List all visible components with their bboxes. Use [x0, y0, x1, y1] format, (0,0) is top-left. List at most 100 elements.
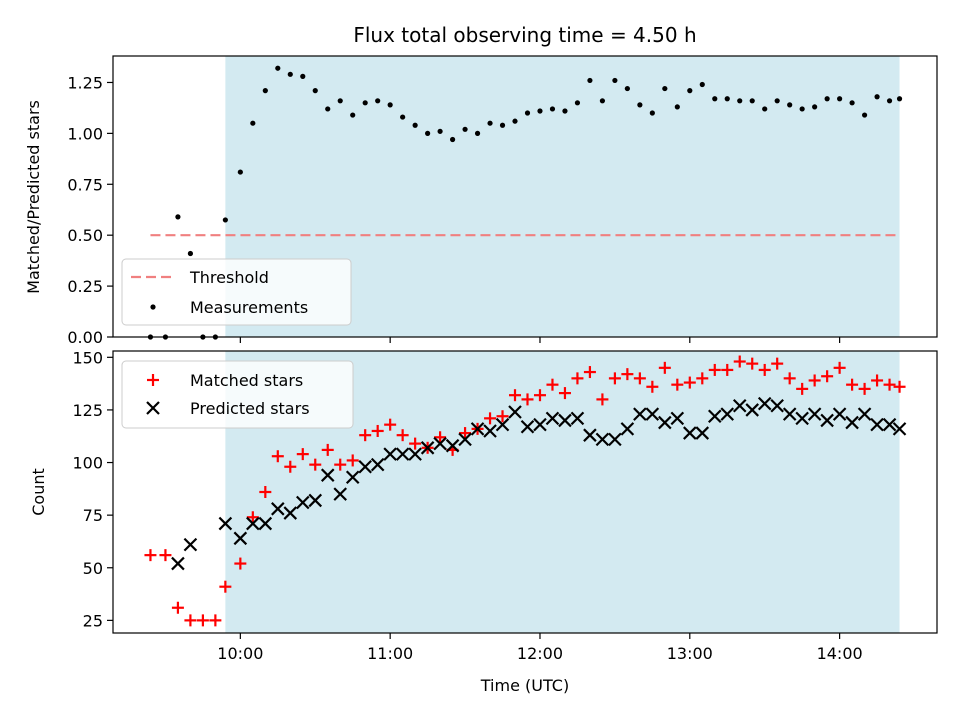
predicted-star-point: [620, 422, 635, 436]
measurement-point: [886, 98, 893, 104]
measurement-point: [487, 120, 493, 126]
bottom-y-tick-label: 75: [83, 506, 103, 525]
measurement-point: [712, 96, 718, 102]
matched-star-point: [296, 448, 309, 461]
predicted-star-point: [857, 407, 872, 421]
matched-star-point: [708, 363, 721, 376]
matched-star-point: [758, 363, 771, 376]
matched-star-point: [521, 393, 534, 406]
measurement-point: [275, 65, 281, 71]
measurement-point: [387, 102, 393, 108]
matched-star-point: [858, 382, 871, 395]
matched-star-point: [883, 378, 896, 391]
matched-star-point: [321, 443, 334, 456]
predicted-star-point: [283, 506, 298, 520]
measurement-point: [325, 106, 331, 112]
legend-measurements-label: Measurements: [190, 298, 308, 317]
predicted-star-point: [183, 537, 198, 552]
top-x-ticks: [239, 337, 841, 343]
matched-star-point: [871, 374, 884, 387]
measurement-point: [350, 112, 356, 118]
measurement-point: [537, 108, 543, 114]
matched-star-point: [334, 458, 347, 471]
measurement-point: [312, 88, 318, 94]
bottom-y-tick-label: 150: [72, 348, 103, 367]
predicted-star-point: [695, 426, 710, 440]
matched-star-point: [893, 380, 906, 393]
predicted-star-point: [333, 487, 348, 501]
legend-predicted-swatch: [146, 401, 160, 415]
predicted-star-point: [645, 407, 660, 421]
matched-star-point: [833, 361, 846, 374]
measurement-point: [412, 122, 418, 128]
measurement-point: [549, 106, 556, 112]
predicted-star-point: [832, 407, 847, 421]
matched-star-point: [808, 374, 821, 387]
predicted-star-point: [495, 417, 510, 432]
matched-star-point: [558, 387, 571, 400]
matched-star-point: [484, 412, 497, 425]
matched-star-point: [608, 372, 621, 385]
predicted-star-point: [845, 415, 859, 430]
bottom-plot-frame: [112, 350, 938, 634]
predicted-star-point: [683, 426, 697, 440]
predicted-star-point: [670, 411, 685, 426]
measurement-point: [861, 112, 868, 118]
matched-star-point: [771, 357, 784, 370]
predicted-star-point: [583, 428, 597, 442]
matched-star-point: [359, 429, 372, 442]
matched-star-point: [596, 393, 609, 406]
measurement-point: [849, 100, 855, 106]
measurement-point: [300, 73, 306, 79]
predicted-star-point: [271, 502, 285, 516]
measurement-point: [687, 88, 693, 94]
predicted-star-point: [807, 407, 822, 421]
matched-star-point: [796, 382, 809, 395]
measurements-series: [147, 65, 903, 340]
matched-star-point: [259, 486, 272, 498]
measurement-point: [812, 104, 818, 110]
measurement-point: [375, 98, 381, 104]
top-y-tick-label: 1.25: [67, 73, 103, 92]
top-y-tick-label: 0.75: [67, 175, 103, 194]
predicted-star-point: [295, 495, 310, 510]
measurement-point: [649, 110, 655, 116]
top-plot-frame: [112, 55, 938, 338]
predicted-star-point: [795, 411, 809, 426]
matched-star-point: [733, 355, 746, 368]
predicted-star-point: [533, 417, 547, 432]
predicted-star-point: [782, 407, 797, 421]
chart-title: Flux total observing time = 4.50 h: [353, 23, 696, 47]
measurement-point: [637, 102, 643, 108]
predicted-star-point: [370, 457, 385, 472]
top-y-axis: 0.00 0.25 0.50 0.75 1.00 1.25: [67, 73, 113, 347]
matched-star-point: [783, 372, 796, 385]
predicted-star-point: [258, 516, 273, 531]
measurement-point: [824, 96, 830, 102]
matched-star-point: [621, 368, 634, 381]
predicted-star-point: [745, 403, 760, 417]
matched-star-point: [696, 372, 709, 385]
predicted-star-point: [633, 407, 647, 421]
predicted-star-point: [720, 407, 735, 421]
legend-matched-swatch: [147, 374, 159, 386]
measurement-point: [400, 114, 406, 120]
predicted-star-point: [395, 447, 410, 461]
predicted-star-point: [870, 417, 884, 432]
bottom-y-tick-label: 50: [83, 559, 103, 578]
predicted-star-point: [308, 493, 323, 508]
matched-star-point: [219, 580, 232, 593]
top-y-tick-label: 0.25: [67, 277, 103, 296]
predicted-star-point: [520, 419, 535, 434]
legend-measurements-swatch: [150, 304, 156, 310]
matched-star-point: [496, 410, 509, 423]
predicted-star-point: [358, 459, 372, 474]
bottom-x-tick-label: 12:00: [517, 644, 563, 663]
measurement-point: [574, 100, 581, 106]
legend-predicted-label: Predicted stars: [190, 399, 310, 418]
matched-star-point: [509, 389, 522, 402]
matched-star-point: [209, 614, 222, 627]
top-y-axis-label: Matched/Predicted stars: [24, 100, 43, 294]
matched-star-point: [184, 614, 197, 627]
matched-star-point: [746, 357, 759, 370]
